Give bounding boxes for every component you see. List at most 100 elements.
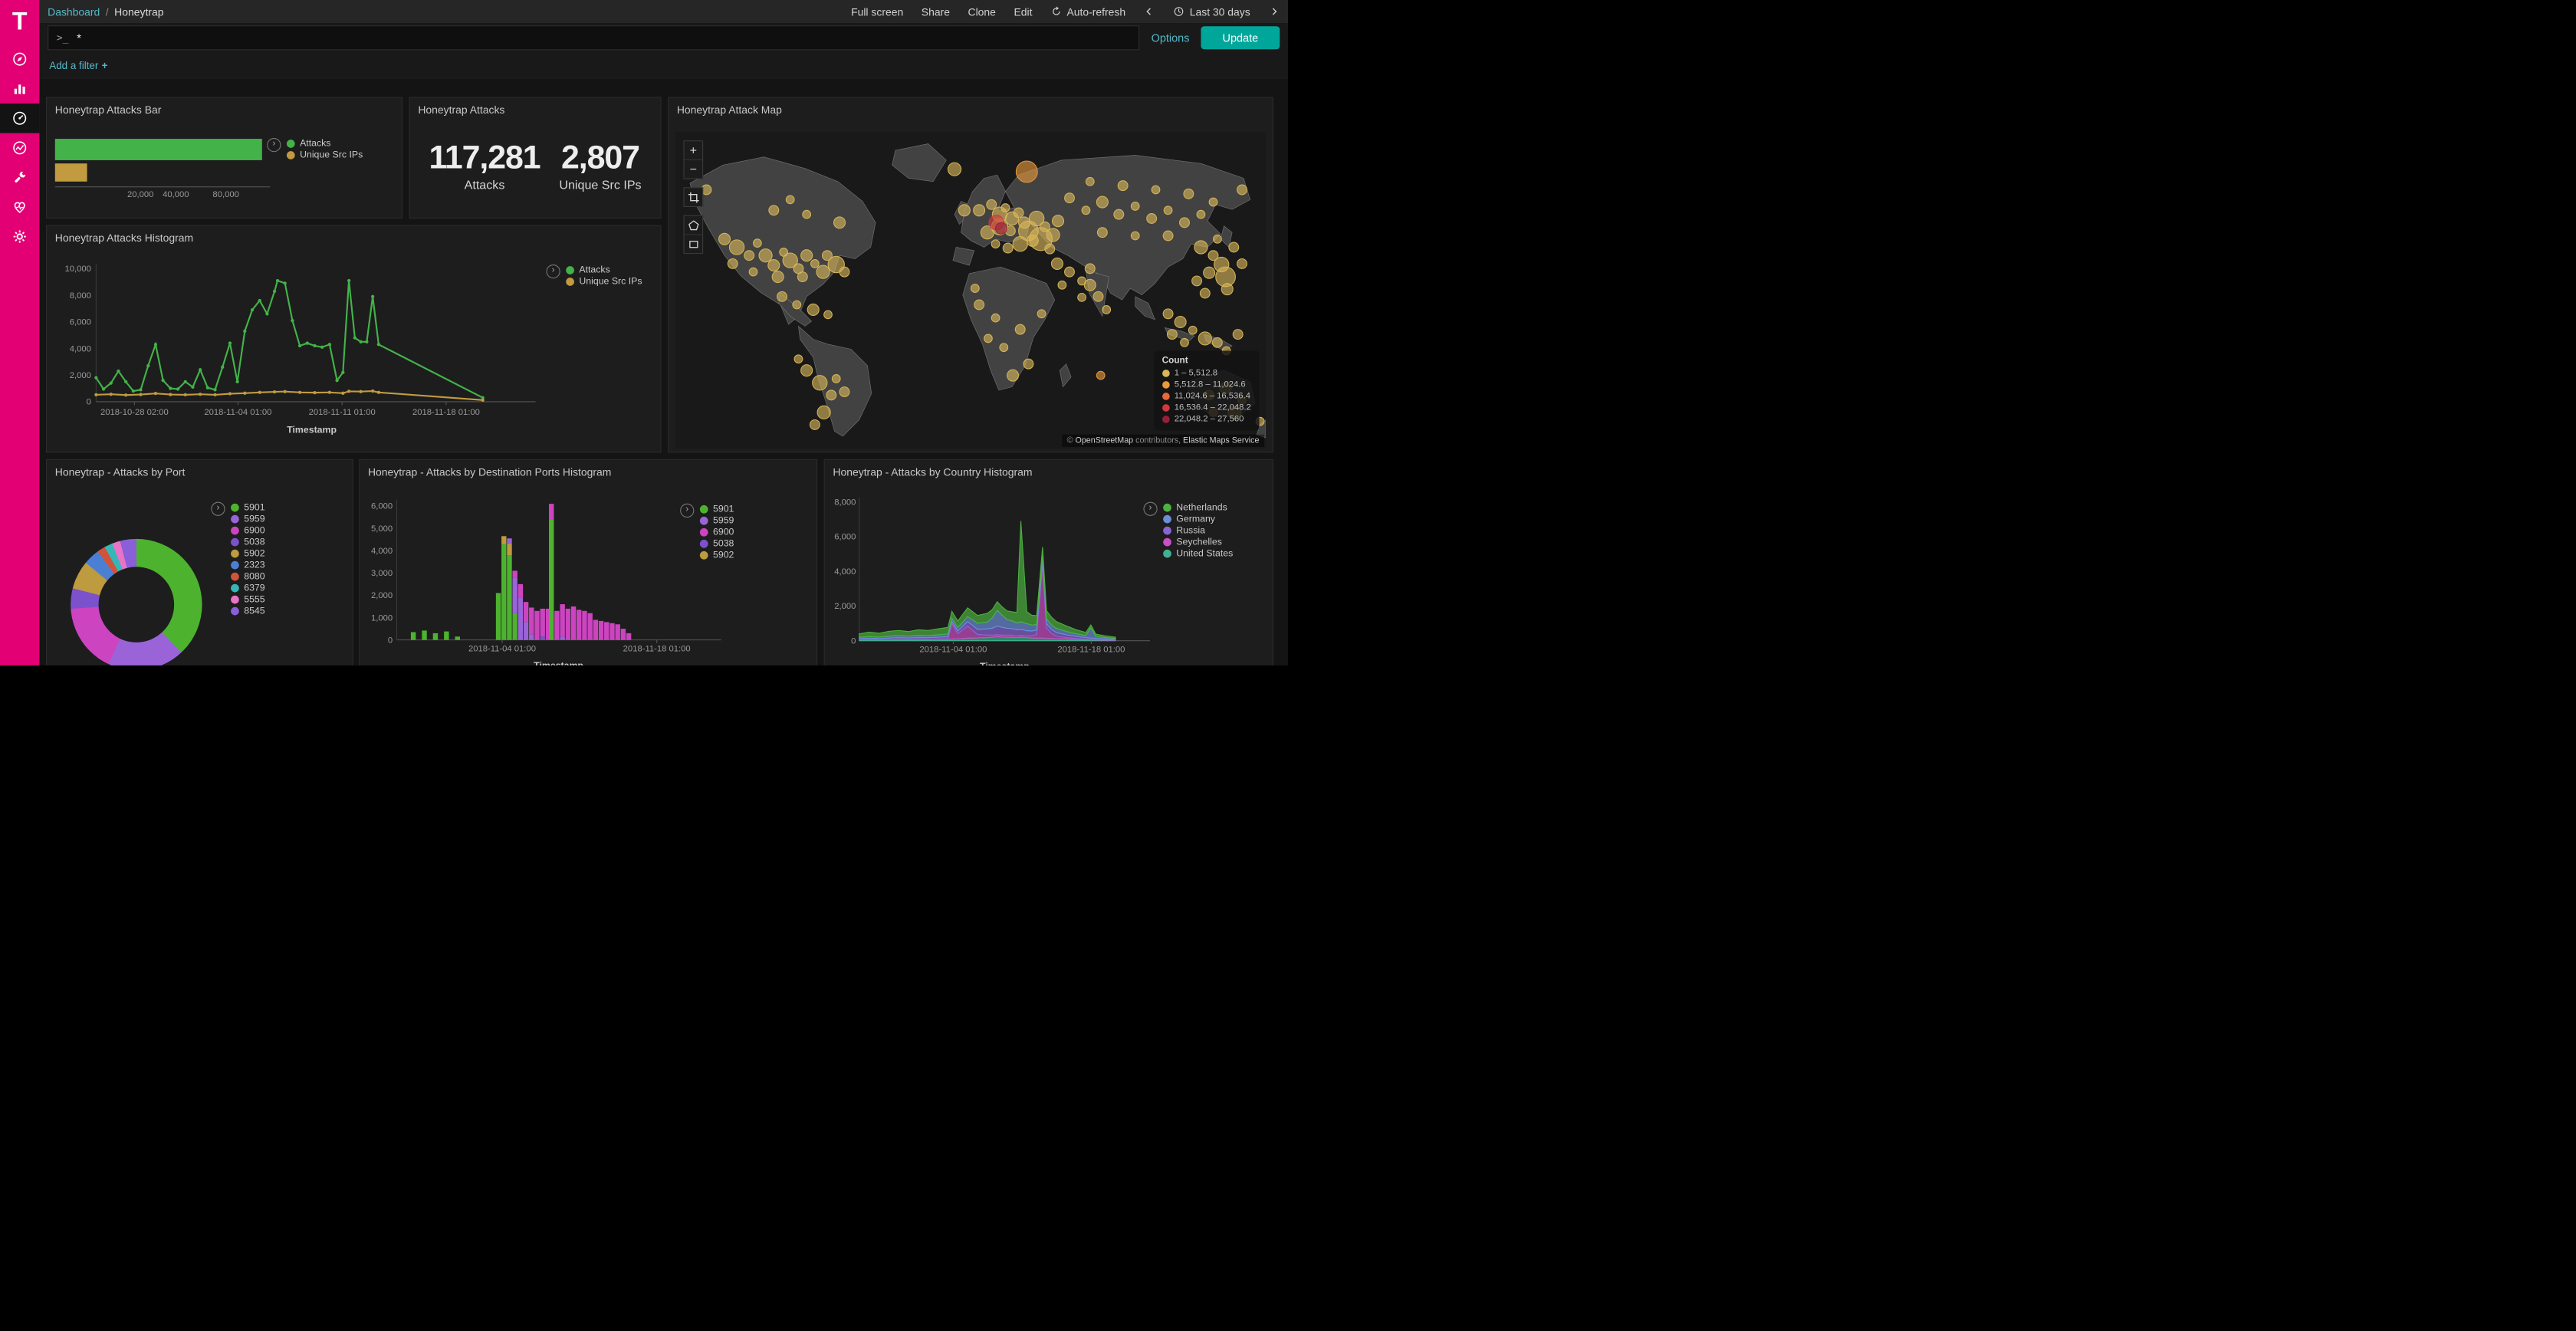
polygon-tool-button[interactable]	[684, 216, 703, 235]
clone-button[interactable]: Clone	[968, 5, 996, 18]
refresh-icon	[1052, 6, 1060, 15]
panel-attacks-by-destination-ports: Honeytrap - Attacks by Destination Ports…	[359, 458, 818, 666]
map-attribution: © OpenStreetMap contributors, Elastic Ma…	[1062, 434, 1264, 447]
legend-label: 11,024.6 – 16,536.4	[1174, 391, 1250, 401]
legend-toggle-icon[interactable]: ›	[1143, 501, 1158, 516]
query-bar: >_ Options Update	[39, 23, 1289, 53]
sidebar-item-monitoring[interactable]	[0, 192, 39, 222]
rectangle-tool-button[interactable]	[685, 235, 703, 253]
breadcrumb-separator: /	[105, 5, 109, 18]
add-filter-link[interactable]: Add a filter +	[49, 59, 108, 71]
sidebar-item-timelion[interactable]	[0, 133, 39, 163]
legend-label: Unique Src IPs	[300, 150, 363, 160]
legend-item[interactable]: 6379	[231, 583, 265, 593]
legend-dot	[566, 278, 574, 286]
legend-item[interactable]: Germany	[1163, 514, 1233, 524]
update-button[interactable]: Update	[1201, 26, 1280, 50]
legend-label: 5901	[244, 502, 265, 513]
legend-item[interactable]: 5555	[231, 595, 265, 605]
ems-link[interactable]: Elastic Maps Service	[1183, 435, 1260, 445]
query-field[interactable]: >_	[48, 25, 1140, 51]
panel-honeytrap-attack-map: Honeytrap Attack Map + −	[668, 97, 1273, 453]
axis-tick-label: 40,000	[163, 189, 189, 200]
svg-text:Timestamp: Timestamp	[287, 425, 337, 435]
legend-label: 6379	[244, 583, 265, 593]
legend-item[interactable]: Unique Src IPs	[286, 150, 363, 160]
breadcrumb-dashboard-link[interactable]: Dashboard	[48, 5, 100, 18]
legend-toggle-icon[interactable]: ›	[680, 503, 695, 518]
legend-item[interactable]: 6900	[231, 526, 265, 536]
legend-item[interactable]: Attacks	[286, 139, 363, 149]
legend-item[interactable]: Russia	[1163, 526, 1233, 536]
legend-label: Attacks	[579, 265, 610, 275]
panel-title: Honeytrap - Attacks by Country Histogram	[833, 465, 1033, 478]
legend-toggle-icon[interactable]: ›	[211, 501, 225, 516]
options-link[interactable]: Options	[1151, 31, 1190, 44]
legend-item[interactable]: 5038	[231, 537, 265, 547]
legend-item[interactable]: 5902	[231, 549, 265, 559]
legend-item[interactable]: 5901	[699, 504, 734, 514]
sidebar-item-discover[interactable]	[0, 44, 39, 74]
svg-text:Timestamp: Timestamp	[534, 660, 583, 666]
legend-item[interactable]: Unique Src IPs	[566, 277, 642, 287]
legend-item[interactable]: 5038	[699, 539, 734, 549]
legend-item[interactable]: Netherlands	[1163, 503, 1233, 513]
legend-item[interactable]: 8545	[231, 606, 265, 616]
legend-item[interactable]: 2323	[231, 560, 265, 570]
legend-item[interactable]: Attacks	[566, 265, 642, 275]
sidebar-item-visualize[interactable]	[0, 74, 39, 104]
axis-tick-label: 20,000	[127, 189, 154, 200]
legend-toggle-icon[interactable]: ›	[546, 265, 560, 279]
legend-label: 5555	[244, 594, 265, 605]
time-picker-button[interactable]: Last 30 days	[1173, 5, 1250, 18]
panel-title: Honeytrap - Attacks by Destination Ports…	[368, 465, 612, 478]
legend-dot	[1163, 537, 1171, 547]
svg-text:0: 0	[388, 636, 393, 645]
svg-text:3,000: 3,000	[371, 569, 393, 578]
svg-text:4,000: 4,000	[834, 567, 856, 577]
zoom-in-button[interactable]: +	[684, 141, 703, 160]
metric-value: 2,807	[561, 140, 640, 176]
time-back-button[interactable]	[1144, 6, 1155, 18]
legend-dot	[286, 140, 295, 148]
legend-item[interactable]: 5959	[699, 516, 734, 526]
query-input[interactable]	[74, 30, 1131, 45]
auto-refresh-button[interactable]: Auto-refresh	[1050, 5, 1125, 18]
legend-item[interactable]: 5901	[231, 503, 265, 513]
sidebar-item-management[interactable]	[0, 222, 39, 251]
legend-toggle-icon[interactable]: ›	[267, 138, 281, 153]
svg-text:Timestamp: Timestamp	[980, 661, 1030, 666]
legend-label: Attacks	[300, 139, 331, 149]
map-controls: + −	[683, 140, 704, 262]
legend-dot	[231, 503, 239, 512]
share-button[interactable]: Share	[921, 5, 950, 18]
legend-label: Unique Src IPs	[579, 277, 642, 287]
legend-label: 6900	[244, 525, 265, 536]
osm-link[interactable]: OpenStreetMap	[1075, 435, 1134, 445]
sidebar-item-dev-tools[interactable]	[0, 163, 39, 192]
svg-text:2018-11-04 01:00: 2018-11-04 01:00	[468, 645, 536, 654]
query-prompt-icon: >_	[56, 31, 69, 44]
crop-tool-button[interactable]	[685, 188, 703, 206]
panel-attacks-by-port: Honeytrap - Attacks by Port › 5901 5959 690…	[46, 458, 353, 666]
legend-item[interactable]: 8080	[231, 572, 265, 582]
legend-item[interactable]: 6900	[699, 527, 734, 537]
legend-label: 8545	[244, 606, 265, 616]
telekom-logo: T	[12, 8, 28, 36]
zoom-out-button[interactable]: −	[689, 162, 697, 176]
legend-item[interactable]: United States	[1163, 549, 1233, 559]
full-screen-button[interactable]: Full screen	[851, 5, 904, 18]
legend-item[interactable]: 5959	[231, 514, 265, 524]
panel-honeytrap-attacks-metric: Honeytrap Attacks 117,281 Attacks 2,807 …	[409, 97, 662, 219]
legend-label: 6900	[713, 527, 734, 537]
legend-item[interactable]: 5902	[699, 550, 734, 560]
edit-button[interactable]: Edit	[1014, 5, 1033, 18]
legend-dot	[1162, 403, 1170, 412]
sidebar-item-dashboard[interactable]	[0, 104, 40, 133]
svg-text:2018-11-18 01:00: 2018-11-18 01:00	[412, 408, 480, 417]
legend-item[interactable]: Seychelles	[1163, 537, 1233, 547]
time-forward-button[interactable]	[1268, 6, 1280, 18]
svg-text:2,000: 2,000	[70, 371, 91, 380]
svg-text:0: 0	[87, 398, 91, 407]
legend-dot	[231, 514, 239, 524]
